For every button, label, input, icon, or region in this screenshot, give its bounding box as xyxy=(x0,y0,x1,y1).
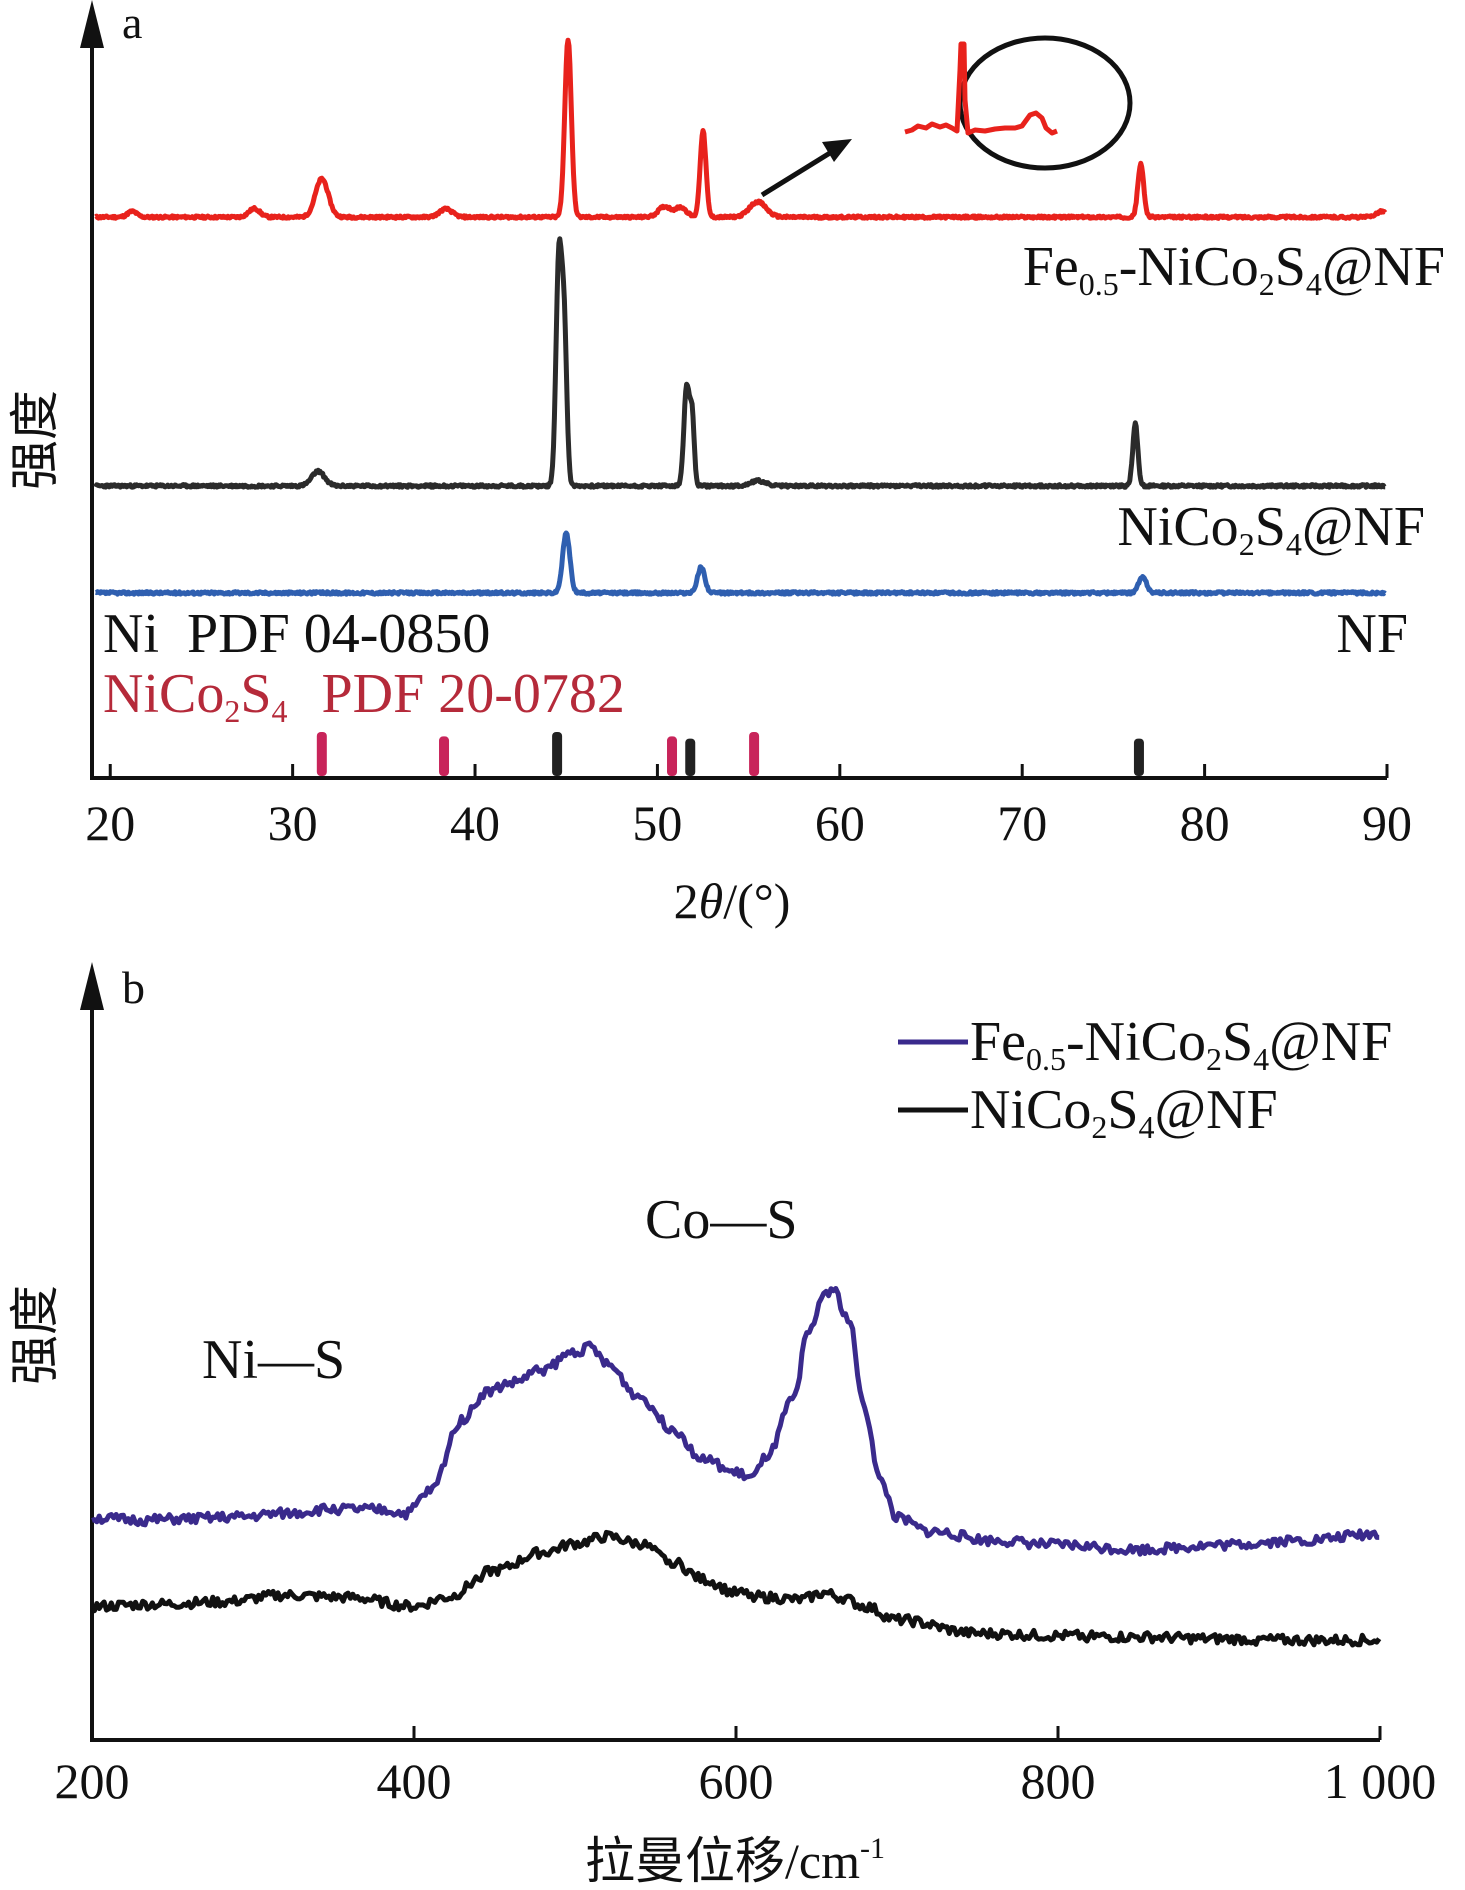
panel-a-reference-label-nico2s4: NiCo2S4 PDF 20-0782 xyxy=(103,663,625,729)
panel-b-y-axis-label: 强度 xyxy=(7,1285,63,1385)
panel-b-annotation-co-s: Co—S xyxy=(645,1189,798,1251)
panel-a-series-label-nico2s4: NiCo2S4@NF xyxy=(1117,496,1425,562)
x-tick-label: 50 xyxy=(632,795,682,851)
panel-a-x-axis-label: 2θ/(°) xyxy=(674,873,791,929)
x-tick-label: 1 000 xyxy=(1324,1753,1437,1809)
panel-a-series-label-fe-nico2s4: Fe0.5-NiCo2S4@NF xyxy=(1023,236,1445,302)
panel-a-label: a xyxy=(122,0,142,48)
panel-a-x-tick-labels: 20 30 40 50 60 70 80 90 xyxy=(85,795,1412,851)
panel-a-inset-arrow xyxy=(760,145,840,198)
panel-b-label: b xyxy=(122,962,145,1013)
panel-b-series-nico2s4 xyxy=(90,1529,1382,1648)
panel-a-x-ticks xyxy=(108,764,1389,778)
x-tick-label: 80 xyxy=(1180,795,1230,851)
panel-a-y-axis-arrow-icon xyxy=(80,0,104,48)
panel-a-y-axis-label: 强度 xyxy=(7,390,63,490)
reference-stick-nico2s4 xyxy=(316,732,327,776)
x-tick-label: 200 xyxy=(55,1753,130,1809)
panel-a-reference-sticks xyxy=(316,732,1144,776)
panel-b-series-fe-nico2s4 xyxy=(91,1286,1380,1557)
panel-b-x-axis-label: 拉曼位移/cm-1 xyxy=(585,1832,885,1889)
x-tick-label: 400 xyxy=(377,1753,452,1809)
panel-a-series-label-nf: NF xyxy=(1336,603,1408,665)
panel-a-inset-oval xyxy=(957,35,1133,171)
panel-b-legend-label-nico2s4: NiCo2S4@NF xyxy=(970,1079,1278,1145)
panel-a-series-nico2s4 xyxy=(93,236,1387,490)
x-tick-label: 70 xyxy=(997,795,1047,851)
panel-b: 200 400 600 800 1 000 b 强度 拉曼位移/cm-1 Fe0.5-N… xyxy=(7,962,1436,1889)
panel-a-series-fe-nico2s4 xyxy=(94,37,1388,221)
reference-stick-nico2s4 xyxy=(667,736,678,776)
reference-stick-nico2s4 xyxy=(749,732,760,776)
reference-stick-ni xyxy=(1133,738,1144,776)
reference-stick-nico2s4 xyxy=(439,736,450,776)
x-tick-label: 30 xyxy=(268,795,318,851)
panel-b-x-ticks xyxy=(90,1726,1382,1740)
x-tick-label: 90 xyxy=(1362,795,1412,851)
panel-a-series-nf xyxy=(94,530,1387,597)
x-tick-label: 40 xyxy=(450,795,500,851)
x-tick-label: 20 xyxy=(85,795,135,851)
x-tick-label: 600 xyxy=(699,1753,774,1809)
panel-a-inset-arrow-head-icon xyxy=(822,139,852,162)
x-tick-label: 800 xyxy=(1021,1753,1096,1809)
panel-b-x-tick-labels: 200 400 600 800 1 000 xyxy=(55,1753,1437,1809)
panel-b-y-axis-arrow-icon xyxy=(80,962,104,1010)
reference-stick-ni xyxy=(685,738,696,776)
panel-b-annotation-ni-s: Ni—S xyxy=(202,1329,345,1391)
panel-a: 20 30 40 50 60 70 80 90 a 强度 2θ/(°) Fe0.5-NiCo2… xyxy=(7,0,1445,929)
x-tick-label: 60 xyxy=(815,795,865,851)
panel-b-legend-label-fe-nico2s4: Fe0.5-NiCo2S4@NF xyxy=(970,1011,1392,1077)
reference-stick-ni xyxy=(552,732,563,776)
panel-a-reference-label-ni: Ni PDF 04-0850 xyxy=(103,603,490,665)
panel-a-inset-trace xyxy=(904,41,1058,136)
